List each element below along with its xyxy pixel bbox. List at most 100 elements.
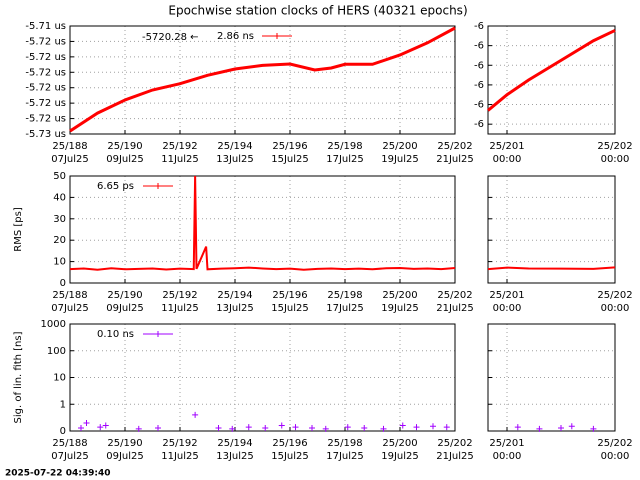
x-tick-date: 15Jul25 <box>271 451 309 462</box>
plot-frame <box>69 175 456 284</box>
y-tick-label: 40 <box>53 192 66 203</box>
data-point <box>558 424 565 431</box>
data-point <box>262 424 269 431</box>
x-tick-label: 25/196 <box>272 438 307 449</box>
x-tick-date: 21Jul25 <box>436 451 474 462</box>
x-tick-label: 25/198 <box>327 141 362 152</box>
x-tick-label: 25/196 <box>272 141 307 152</box>
data-point <box>536 425 543 432</box>
y-axis-label: RMS [ps] <box>13 207 24 252</box>
x-tick-date: 00:00 <box>601 303 630 314</box>
x-tick-date: 13Jul25 <box>216 303 254 314</box>
plot-frame <box>69 25 456 135</box>
plot-frame <box>487 25 616 135</box>
data-point <box>245 424 252 431</box>
timestamp: 2025-07-22 04:39:40 <box>5 469 110 479</box>
x-tick-label: 25/190 <box>107 438 142 449</box>
data-point <box>443 424 450 431</box>
x-tick-date: 17Jul25 <box>326 451 364 462</box>
data-point <box>192 411 199 418</box>
y-tick-label: 30 <box>53 214 66 225</box>
plot-frame <box>69 323 456 432</box>
plot-frame <box>487 323 616 432</box>
x-tick-date: 00:00 <box>601 451 630 462</box>
x-tick-date: 17Jul25 <box>326 303 364 314</box>
y-tick-label: 10 <box>53 373 66 384</box>
y-tick-label: -5.71 us <box>25 21 66 32</box>
x-tick-date: 21Jul25 <box>436 303 474 314</box>
y-tick-label: 50 <box>53 171 66 182</box>
x-tick-date: 17Jul25 <box>326 154 364 165</box>
y-tick-label: -6 <box>474 80 484 91</box>
x-tick-label: 25/202 <box>437 438 472 449</box>
y-tick-label: -5.72 us <box>25 114 66 125</box>
x-tick-label: 25/196 <box>272 290 307 301</box>
data-line <box>69 26 456 133</box>
x-tick-date: 00:00 <box>493 303 522 314</box>
y-tick-label: -6 <box>474 119 484 130</box>
x-tick-date: 19Jul25 <box>381 451 419 462</box>
data-line <box>69 175 456 271</box>
x-tick-label: 25/192 <box>162 438 197 449</box>
data-point <box>590 425 597 432</box>
x-tick-date: 19Jul25 <box>381 154 419 165</box>
x-tick-label: 25/188 <box>52 438 87 449</box>
x-tick-label: 25/200 <box>382 290 417 301</box>
x-tick-label: 25/190 <box>107 290 142 301</box>
x-tick-label: 25/202 <box>437 290 472 301</box>
data-point <box>361 424 368 431</box>
data-line <box>487 29 616 112</box>
y-tick-label: 10 <box>53 257 66 268</box>
x-tick-label: 25/200 <box>382 141 417 152</box>
y-tick-label: -5.73 us <box>25 129 66 140</box>
x-tick-label: 25/198 <box>327 290 362 301</box>
y-tick-label: 0 <box>60 278 66 289</box>
y-tick-label: 0 <box>60 426 66 437</box>
x-tick-date: 13Jul25 <box>216 451 254 462</box>
x-tick-label: 25/202 <box>597 290 632 301</box>
y-tick-label: 20 <box>53 235 66 246</box>
x-tick-label: 25/198 <box>327 438 362 449</box>
x-tick-date: 11Jul25 <box>161 303 199 314</box>
data-point <box>399 422 406 429</box>
y-tick-label: -5.72 us <box>25 83 66 94</box>
x-tick-label: 25/192 <box>162 290 197 301</box>
x-tick-label: 25/201 <box>489 141 524 152</box>
x-tick-label: 25/194 <box>217 290 252 301</box>
x-tick-label: 25/190 <box>107 141 142 152</box>
data-point <box>78 424 84 431</box>
y-tick-label: -6 <box>474 60 484 71</box>
y-tick-label: 1000 <box>41 319 66 330</box>
data-line <box>487 266 616 271</box>
x-tick-label: 25/202 <box>597 438 632 449</box>
y-tick-label: -6 <box>474 21 484 32</box>
data-point <box>514 424 521 431</box>
x-tick-date: 09Jul25 <box>106 154 144 165</box>
data-point <box>83 419 90 426</box>
x-tick-label: 25/188 <box>52 141 87 152</box>
x-tick-date: 11Jul25 <box>161 154 199 165</box>
data-point <box>344 424 351 431</box>
data-point <box>215 424 222 431</box>
data-point <box>278 422 285 429</box>
y-tick-label: -5.72 us <box>25 36 66 47</box>
x-tick-date: 19Jul25 <box>381 303 419 314</box>
x-tick-label: 25/188 <box>52 290 87 301</box>
x-tick-date: 09Jul25 <box>106 451 144 462</box>
y-tick-label: -5.72 us <box>25 98 66 109</box>
x-tick-date: 11Jul25 <box>161 451 199 462</box>
chart-title: Epochwise station clocks of HERS (40321 … <box>168 4 467 18</box>
y-tick-label: -5.72 us <box>25 52 66 63</box>
x-tick-date: 13Jul25 <box>216 154 254 165</box>
x-tick-date: 00:00 <box>601 154 630 165</box>
x-tick-label: 25/194 <box>217 438 252 449</box>
x-tick-label: 25/192 <box>162 141 197 152</box>
legend-label: 2.86 ns <box>217 31 254 42</box>
y-axis-label: Sig. of lin. fith [ns] <box>13 331 24 423</box>
legend-label: 6.65 ps <box>97 181 134 192</box>
x-tick-label: 25/202 <box>597 141 632 152</box>
legend-label: 0.10 ns <box>97 329 134 340</box>
x-tick-date: 15Jul25 <box>271 303 309 314</box>
x-tick-label: 25/201 <box>489 290 524 301</box>
